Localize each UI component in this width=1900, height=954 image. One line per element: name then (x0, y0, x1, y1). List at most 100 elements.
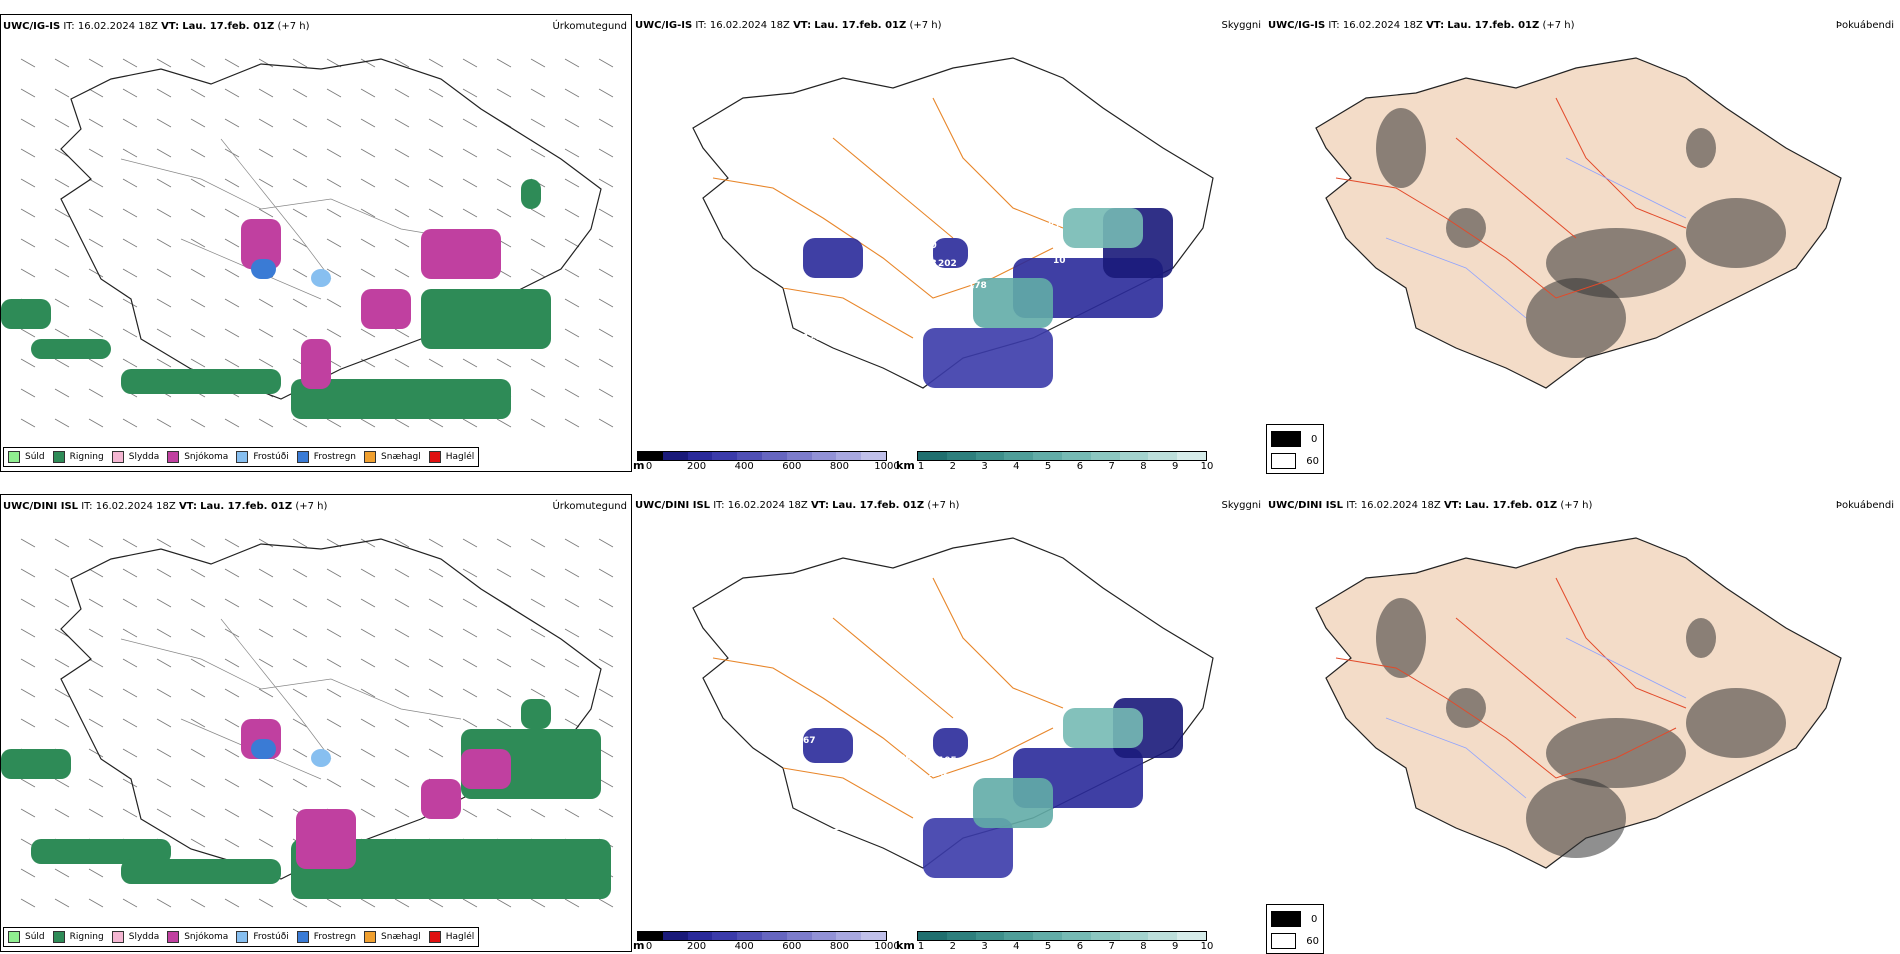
wind-barb (360, 328, 376, 338)
wind-barb (360, 178, 376, 188)
wind-barb (428, 358, 444, 368)
wind-barb (394, 628, 410, 638)
legend-item: Frostregn (296, 451, 356, 463)
fog-legend: 0 60 (1266, 904, 1324, 954)
wind-barb (326, 208, 342, 218)
fog-area (1686, 198, 1786, 268)
ceiling-label: 81 (1048, 221, 1061, 231)
wind-barb (156, 658, 172, 668)
wind-barb (530, 388, 546, 398)
wind-barb (598, 328, 614, 338)
wind-barb (122, 628, 138, 638)
wind-barb (326, 568, 342, 578)
wind-barb (156, 418, 172, 428)
wind-barb (360, 88, 376, 98)
wind-barb (598, 148, 614, 158)
wind-barb (190, 718, 206, 728)
wind-barb (224, 688, 240, 698)
fog-legend-label: 0 (1311, 433, 1318, 445)
panel-header: UWC/DINI ISL IT: 16.02.2024 18Z VT: Lau.… (3, 501, 328, 512)
scale-tick: 3 (981, 461, 988, 472)
wind-barb (88, 148, 104, 158)
wind-barb (122, 748, 138, 758)
scale-swatch (836, 932, 862, 940)
visibility-title: Skyggni (1221, 20, 1261, 31)
wind-barb (88, 328, 104, 338)
wind-barb (530, 898, 546, 908)
precip-area (521, 699, 551, 729)
wind-barb (326, 418, 342, 428)
wind-barb (224, 298, 240, 308)
wind-barb (496, 148, 512, 158)
fog-legend-item: 0 (1271, 431, 1319, 447)
wind-barb (88, 298, 104, 308)
precip-area (361, 289, 411, 329)
wind-barb (190, 748, 206, 758)
wind-barb (564, 388, 580, 398)
ceiling-label: 130 (943, 773, 962, 783)
ceiling-unit: m (633, 459, 645, 472)
ceiling-label: 203 (918, 259, 937, 269)
scale-swatch (1119, 452, 1149, 460)
scale-tick: 5 (1044, 461, 1052, 472)
scale-swatch (712, 932, 738, 940)
ceiling-area (933, 728, 968, 758)
wind-barb (122, 898, 138, 908)
scale-swatch (1033, 452, 1062, 460)
visibility-panel: UWC/IG-IS IT: 16.02.2024 18Z VT: Lau. 17… (633, 14, 1265, 472)
legend-item: Súld (8, 931, 45, 943)
wind-barb (564, 718, 580, 728)
legend-label: Snjókoma (184, 452, 229, 462)
wind-barb (326, 118, 342, 128)
precip-area (421, 289, 551, 349)
wind-barb (292, 208, 308, 218)
legend-swatch (167, 451, 180, 463)
legend-item: Slydda (111, 451, 159, 463)
ceiling-area (1063, 208, 1143, 248)
wind-barb (224, 538, 240, 548)
ceiling-area (933, 238, 968, 268)
scale-swatch (712, 452, 738, 460)
wind-barb (462, 88, 478, 98)
wind-barb (122, 568, 138, 578)
wind-barb (360, 688, 376, 698)
wind-barb (224, 568, 240, 578)
wind-barb (292, 658, 308, 668)
panel-header: UWC/IG-IS IT: 16.02.2024 18Z VT: Lau. 17… (3, 21, 310, 32)
wind-barb (88, 88, 104, 98)
scale-swatch (761, 452, 787, 460)
wind-barb (462, 118, 478, 128)
wind-barb (54, 628, 70, 638)
wind-barb (224, 808, 240, 818)
scale-tick: 400 (734, 461, 754, 472)
scale-swatch (761, 932, 787, 940)
wind-barb (360, 238, 376, 248)
legend-item: Frostregn (296, 931, 356, 943)
scale-swatch (1033, 932, 1062, 940)
wind-barb (462, 358, 478, 368)
wind-barb (54, 148, 70, 158)
wind-barb (394, 658, 410, 668)
wind-barb (122, 178, 138, 188)
scale-tick: 0 (645, 461, 653, 472)
fog-legend-swatch (1271, 933, 1297, 949)
scale-swatch (1004, 932, 1034, 940)
fog-legend-label: 60 (1306, 455, 1319, 467)
wind-barb (224, 208, 240, 218)
scale-tick: 800 (829, 941, 849, 952)
wind-barb (20, 658, 36, 668)
ceiling-label: 86 (858, 711, 871, 721)
wind-barb (462, 208, 478, 218)
wind-barb (326, 628, 342, 638)
wind-barb (292, 418, 308, 428)
scale-tick: 7 (1108, 941, 1115, 952)
wind-barb (54, 658, 70, 668)
precip-area (301, 339, 331, 389)
wind-barb (54, 88, 70, 98)
wind-barb (156, 778, 172, 788)
ceiling-label: 116 (938, 789, 957, 799)
ceiling-label: 105 (938, 756, 957, 766)
ceiling-label: 128 (803, 333, 822, 343)
wind-barb (54, 358, 70, 368)
precip-area (31, 339, 111, 359)
